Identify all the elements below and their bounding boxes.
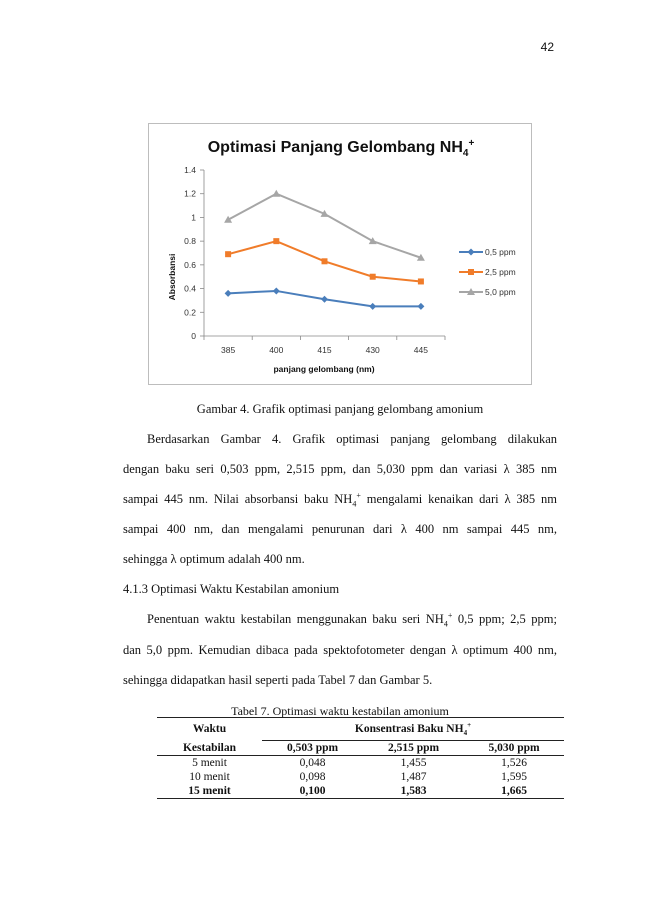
data-point (224, 289, 232, 297)
table-header-row-2: Kestabilan 0,503 ppm 2,515 ppm 5,030 ppm (157, 740, 564, 757)
cell-waktu: 5 menit (192, 757, 227, 770)
cell-value: 1,665 (464, 784, 564, 800)
paragraph-1-line-2: dengan baku seri 0,503 ppm, 2,515 ppm, d… (123, 462, 557, 476)
header-col-3: 5,030 ppm (464, 740, 564, 757)
x-tick-label: 415 (317, 345, 331, 355)
data-point (416, 253, 425, 261)
stability-table: Waktu Konsentrasi Baku NH4+ Kestabilan 0… (157, 716, 564, 800)
y-tick-label: 1.2 (184, 189, 196, 199)
data-point (321, 258, 328, 265)
series-line-2 (227, 192, 422, 259)
paragraph-2-line-1-end: 0,5 ppm; 2,5 ppm; (452, 612, 557, 626)
nh4-superscript-2: + (447, 610, 453, 620)
x-axis-label: panjang gelombang (nm) (273, 364, 374, 374)
legend-label: 5,0 ppm (485, 287, 516, 297)
header-col-2: 2,515 ppm (363, 740, 464, 757)
data-point (272, 189, 281, 197)
cell-value: 1,487 (400, 771, 427, 784)
data-point (368, 237, 377, 245)
x-tick-label: 385 (221, 345, 235, 355)
table-row: 15 menit 0,100 1,583 1,665 (157, 784, 564, 800)
chart-title-subscript: 4 (463, 148, 469, 159)
data-point (417, 278, 424, 285)
y-tick-label: 0.4 (184, 284, 196, 294)
data-point (224, 215, 233, 223)
table-row: 5 menit 0,048 1,455 1,526 (157, 756, 564, 771)
cell-value: 1,583 (363, 784, 464, 800)
header-col-1: 0,503 ppm (262, 740, 363, 757)
legend-marker (467, 248, 475, 256)
data-point (369, 273, 376, 280)
cell-value: 0,048 (299, 757, 326, 770)
paragraph-2-line-3: sehingga didapatkan hasil seperti pada T… (123, 673, 433, 687)
chart-title: Optimasi Panjang Gelombang NH4+ (208, 138, 475, 159)
header-konsentrasi-text: Konsentrasi Baku NH (354, 722, 464, 735)
data-point (225, 251, 232, 258)
section-heading: 4.1.3 Optimasi Waktu Kestabilan amonium (123, 582, 340, 596)
data-point (273, 238, 280, 245)
y-tick-label: 0 (191, 331, 196, 341)
cell-waktu: 10 menit (189, 771, 230, 784)
header-konsentrasi-sup: + (467, 721, 472, 729)
y-tick-label: 1.4 (184, 165, 196, 175)
data-point (321, 295, 328, 303)
y-tick-label: 0.6 (184, 260, 196, 270)
paragraph-2-line-1: Penentuan waktu kestabilan menggunakan b… (123, 610, 557, 629)
line-chart: Optimasi Panjang Gelombang NH4+ Absorban… (167, 138, 516, 374)
chart-frame: Optimasi Panjang Gelombang NH4+ Absorban… (148, 123, 532, 385)
data-point (369, 302, 377, 310)
y-tick-label: 0.2 (184, 307, 196, 317)
legend-label: 0,5 ppm (485, 247, 516, 257)
x-tick-label: 400 (269, 345, 283, 355)
cell-value: 1,595 (501, 771, 527, 784)
cell-value: 1,455 (400, 757, 427, 770)
paragraph-1-line-3-end: mengalami kenaikan dari λ 385 nm (360, 492, 558, 506)
cell-value: 0,098 (299, 771, 326, 784)
nh4-superscript: + (356, 490, 361, 500)
cell-value: 0,100 (262, 784, 363, 800)
header-konsentrasi-sub: 4 (463, 729, 468, 738)
paragraph-2-line-1-start: Penentuan waktu kestabilan menggunakan b… (147, 612, 444, 626)
figure-caption: Gambar 4. Grafik optimasi panjang gelomb… (196, 402, 484, 416)
paragraph-1-line-1: Berdasarkan Gambar 4. Grafik optimasi pa… (147, 432, 557, 446)
legend-marker (467, 288, 475, 295)
header-konsentrasi: Konsentrasi Baku NH4+ (262, 716, 564, 742)
data-point (320, 209, 329, 217)
y-tick-label: 0.8 (184, 236, 196, 246)
legend-marker (468, 269, 474, 275)
paragraph-1-line-5: sehingga λ optimum adalah 400 nm. (123, 552, 305, 566)
table-row: 10 menit 0,098 1,487 1,595 (157, 770, 564, 784)
page-number: 42 (540, 40, 554, 54)
x-tick-label: 445 (414, 345, 428, 355)
y-axis-label: Absorbansi (167, 254, 177, 301)
paragraph-2-line-2: dan 5,0 ppm. Kemudian dibaca pada spekto… (123, 643, 557, 657)
header-waktu: Waktu (157, 716, 262, 741)
paragraph-1-line-3: sampai 445 nm. Nilai absorbansi baku NH4… (123, 490, 558, 509)
data-point (417, 302, 425, 310)
nh4-subscript-2: 4 (443, 619, 448, 629)
paragraph-1-line-4: sampai 400 nm, dan mengalami penurunan d… (123, 522, 557, 536)
header-kestabilan: Kestabilan (157, 740, 262, 757)
chart-title-superscript: + (468, 138, 474, 149)
table-caption: Tabel 7. Optimasi waktu kestabilan amoni… (231, 704, 449, 718)
nh4-subscript: 4 (352, 499, 357, 509)
y-tick-label: 1 (191, 212, 196, 222)
cell-waktu: 15 menit (157, 784, 262, 800)
chart-title-text: Optimasi Panjang Gelombang NH (208, 139, 463, 156)
cell-value: 1,526 (501, 757, 527, 770)
x-tick-label: 430 (366, 345, 380, 355)
table-header-row-1: Waktu Konsentrasi Baku NH4+ (157, 716, 564, 742)
data-point (272, 287, 280, 295)
legend-label: 2,5 ppm (485, 267, 516, 277)
paragraph-1-line-3-start: sampai 445 nm. Nilai absorbansi baku NH (123, 492, 353, 506)
